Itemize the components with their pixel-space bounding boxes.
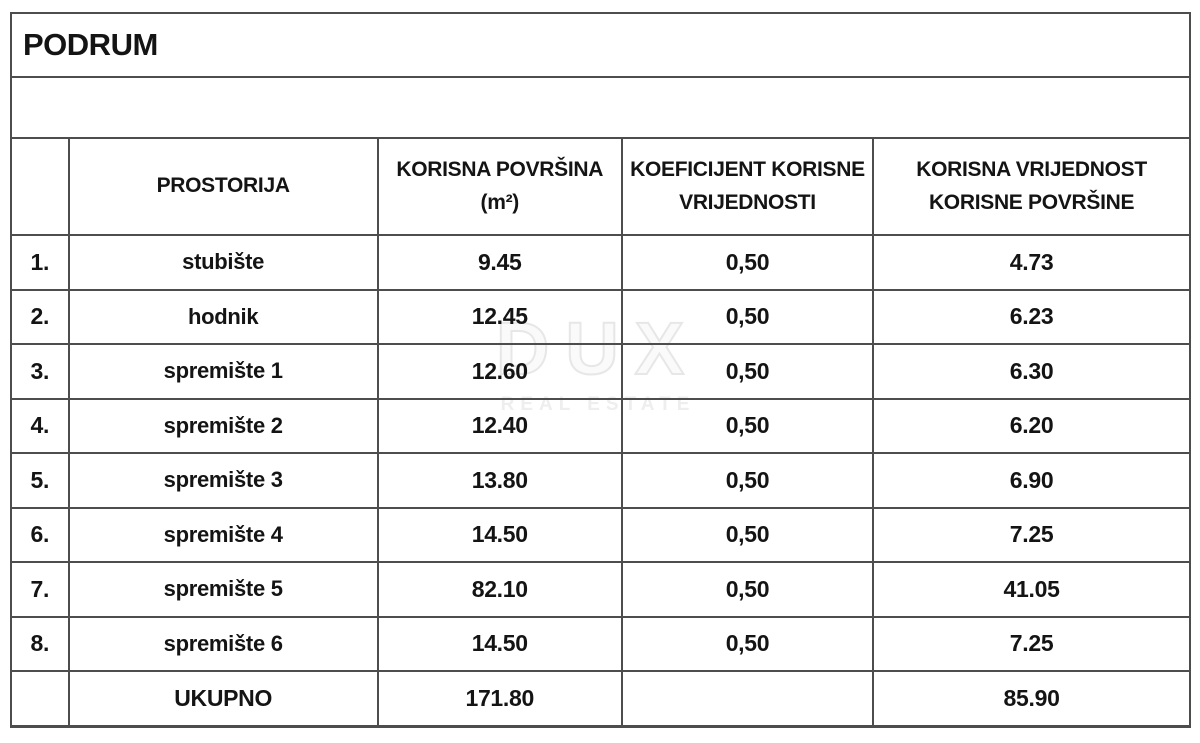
header-usable-value: KORISNA VRIJEDNOST KORISNE POVRŠINE bbox=[874, 139, 1189, 236]
cell-coef: 0,50 bbox=[622, 454, 875, 509]
watermark: DUX REAL ESTATE bbox=[448, 307, 748, 416]
header-row-number bbox=[12, 139, 70, 236]
row-number: 2. bbox=[12, 290, 70, 345]
cell-coef: 0,50 bbox=[622, 399, 875, 454]
total-area: 171.80 bbox=[379, 672, 623, 725]
cell-room: hodnik bbox=[69, 290, 379, 345]
row-number: 4. bbox=[12, 399, 70, 454]
cell-value: 6.20 bbox=[874, 400, 1189, 454]
cell-coef: 0,50 bbox=[622, 236, 875, 291]
cell-value: 7.25 bbox=[874, 618, 1189, 672]
cell-area: 82.10 bbox=[378, 563, 623, 618]
cell-room: spremište 3 bbox=[69, 454, 379, 509]
total-coef bbox=[623, 672, 875, 725]
row-number: 3. bbox=[12, 345, 70, 400]
total-label: UKUPNO bbox=[70, 672, 379, 725]
cell-value: 6.23 bbox=[874, 291, 1189, 345]
page-title: PODRUM bbox=[12, 14, 1189, 78]
cell-area: 13.80 bbox=[378, 454, 623, 509]
cell-area: 12.40 bbox=[378, 399, 623, 454]
cell-coef: 0,50 bbox=[622, 345, 875, 400]
cell-value: 6.30 bbox=[874, 345, 1189, 400]
row-number: 1. bbox=[12, 236, 70, 291]
spacer-row bbox=[12, 78, 1189, 139]
cell-room: spremište 4 bbox=[69, 508, 379, 563]
cell-coef: 0,50 bbox=[622, 290, 875, 345]
cell-area: 14.50 bbox=[378, 617, 623, 672]
cell-area: 12.60 bbox=[378, 345, 623, 400]
cell-room: spremište 6 bbox=[69, 617, 379, 672]
row-number: 6. bbox=[12, 508, 70, 563]
cell-room: spremište 1 bbox=[69, 345, 379, 400]
cell-value: 6.90 bbox=[874, 454, 1189, 509]
cell-area: 12.45 bbox=[378, 290, 623, 345]
total-row-number bbox=[12, 672, 70, 725]
header-room: PROSTORIJA bbox=[69, 139, 379, 236]
cell-coef: 0,50 bbox=[622, 508, 875, 563]
cell-area: 14.50 bbox=[378, 508, 623, 563]
row-number: 5. bbox=[12, 454, 70, 509]
cell-room: spremište 5 bbox=[69, 563, 379, 618]
cell-value: 7.25 bbox=[874, 509, 1189, 563]
header-usable-area: KORISNA POVRŠINA (m²) bbox=[378, 139, 623, 236]
cell-room: spremište 2 bbox=[69, 399, 379, 454]
row-number: 7. bbox=[12, 563, 70, 618]
cell-room: stubište bbox=[69, 236, 379, 291]
cell-value: 41.05 bbox=[874, 563, 1189, 618]
area-calculation-table: PODRUM PROSTORIJA KORISNA POVRŠINA (m²) … bbox=[10, 12, 1191, 728]
watermark-logo-text: DUX bbox=[495, 307, 701, 390]
total-value: 85.90 bbox=[1003, 685, 1060, 711]
header-coefficient: KOEFICIJENT KORISNE VRIJEDNOSTI bbox=[622, 139, 875, 236]
cell-coef: 0,50 bbox=[622, 563, 875, 618]
cell-coef: 0,50 bbox=[622, 617, 875, 672]
cell-area: 9.45 bbox=[378, 236, 623, 291]
row-number: 8. bbox=[12, 617, 70, 672]
cell-value: 4.73 bbox=[874, 236, 1189, 291]
